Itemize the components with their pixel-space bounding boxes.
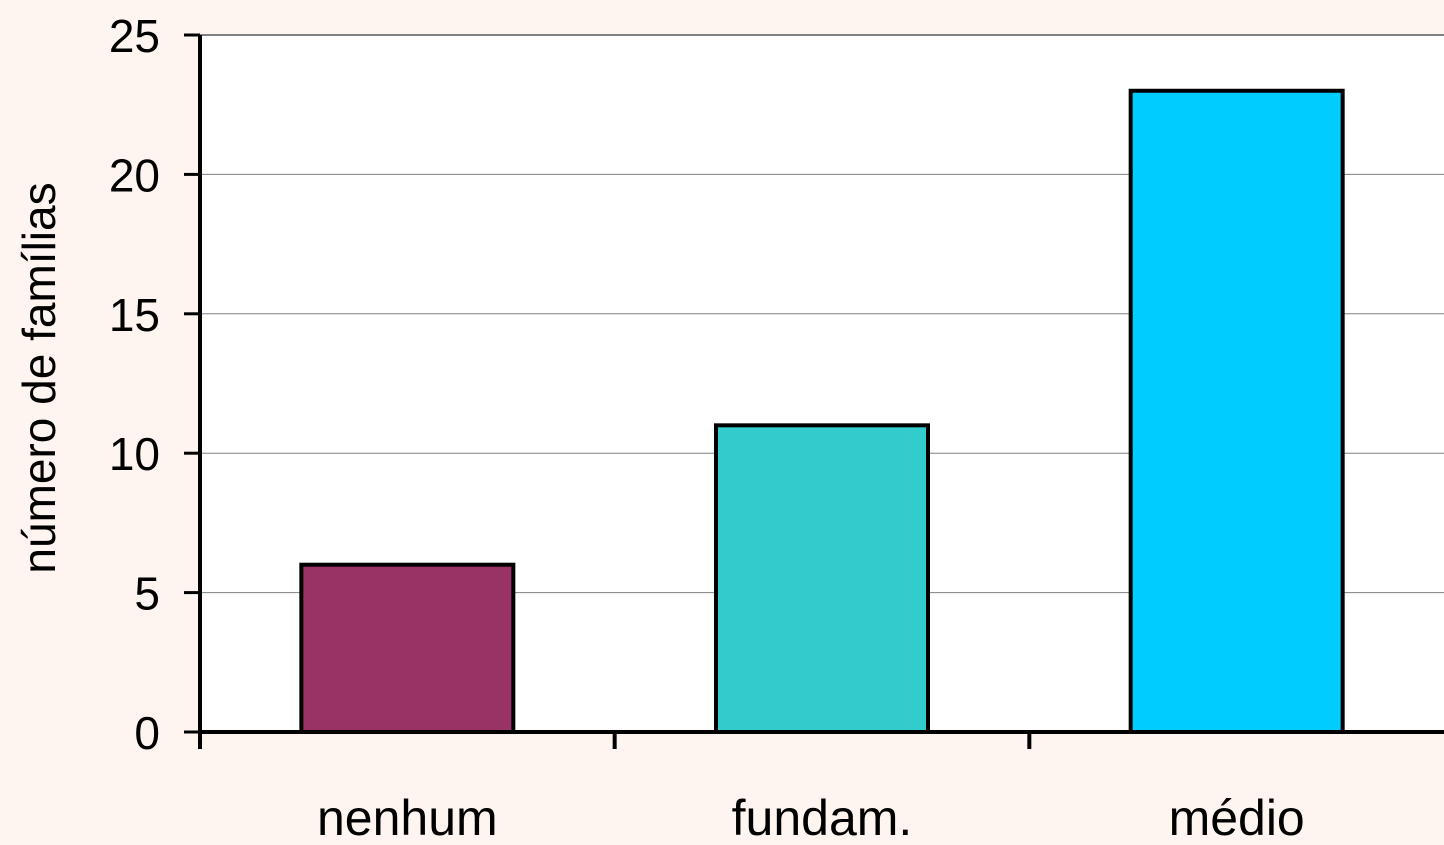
x-category-label-nenhum: nenhum [317,790,498,840]
bars [299,88,1345,734]
y-axis-title: número de famílias [13,182,65,573]
bar-nenhum [299,562,516,734]
axes [184,33,1444,749]
bar-médio [1128,88,1345,734]
bar-fundam. [714,423,930,734]
x-category-label-médio: médio [1169,790,1305,840]
y-tick-label-10: 10 [109,428,160,480]
y-tick-label-5: 5 [134,568,160,620]
y-tick-label-0: 0 [134,707,160,759]
x-category-label-fundam.: fundam. [732,790,913,840]
y-tick-label-20: 20 [109,149,160,201]
y-tick-label-25: 25 [109,10,160,62]
y-tick-label-15: 15 [109,289,160,341]
tick-labels: 0 5 10 15 20 25 nenhum fundam. médio [109,10,1305,845]
